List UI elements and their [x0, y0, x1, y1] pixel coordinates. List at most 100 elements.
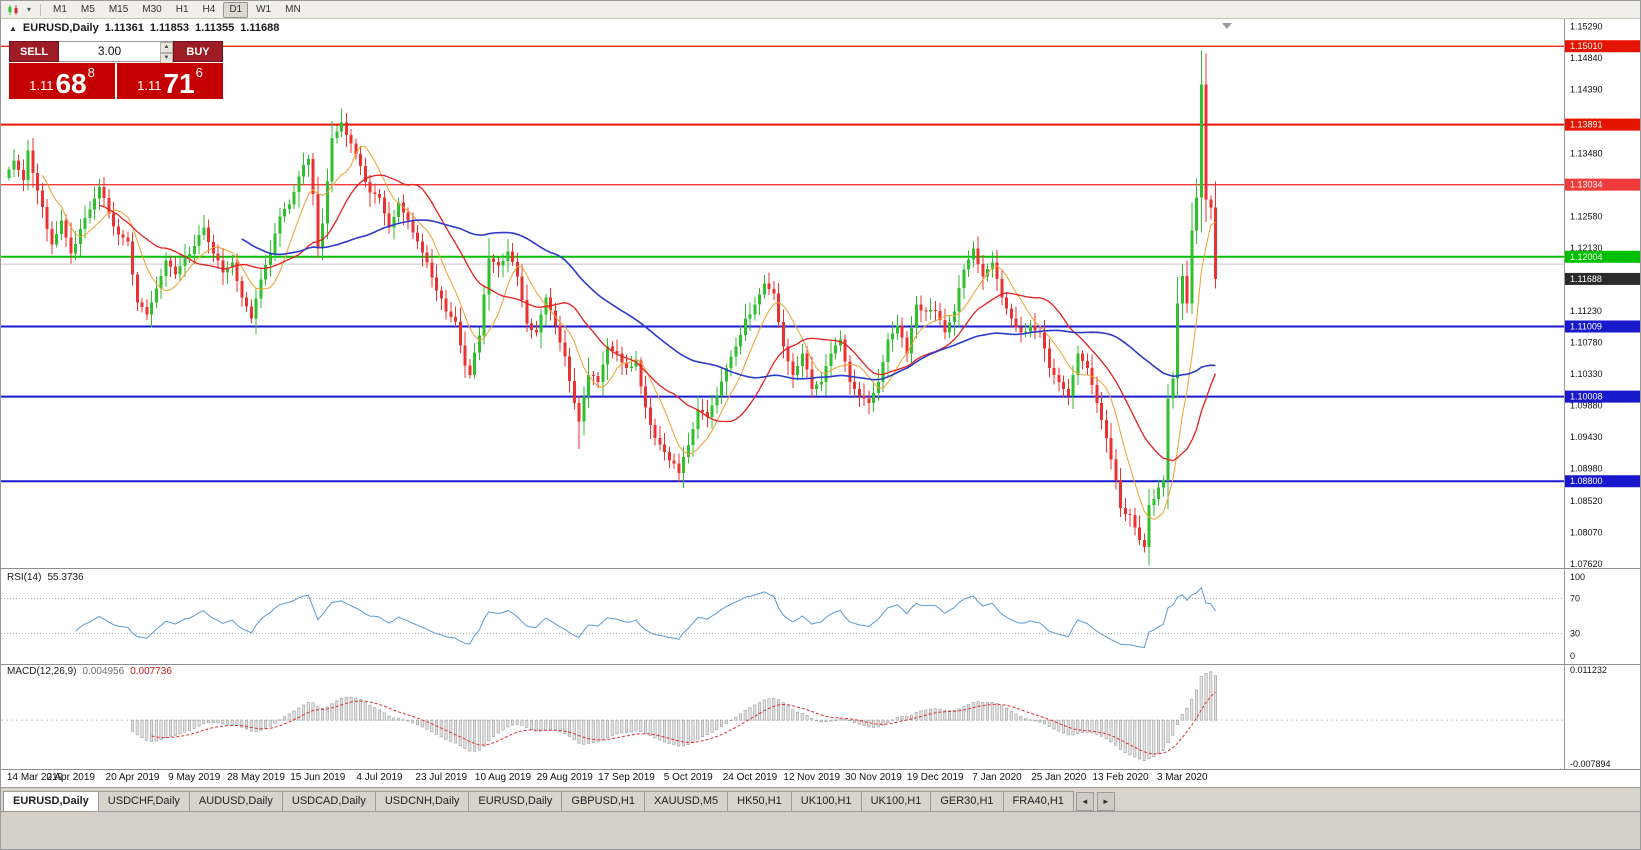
ma-20-line	[99, 174, 1217, 462]
tabs-scroll-right-button[interactable]: ►	[1096, 792, 1115, 811]
level-lines-layer	[1, 45, 1564, 483]
chart-canvas[interactable]: 1.152901.148401.143901.139301.134801.125…	[1, 19, 1641, 769]
price-tick: 1.10780	[1570, 338, 1603, 348]
tab-ger30-h1[interactable]: GER30,H1	[930, 791, 1004, 811]
price-level-label: 1.13891	[1570, 120, 1603, 130]
date-label: 5 Oct 2019	[663, 772, 713, 783]
rsi-pane: 100 70 30 0	[1, 572, 1585, 661]
sell-price-main: 68	[55, 68, 87, 99]
timeframe-m30-button[interactable]: M30	[142, 3, 162, 15]
rsi-scale-label: 100	[1570, 572, 1585, 582]
time-axis[interactable]: 14 Mar 2019 2 Apr 2019 20 Apr 2019 9 May 20…	[1, 769, 1640, 787]
tab-hk50-h1[interactable]: HK50,H1	[727, 791, 792, 811]
date-label: 28 May 2019	[227, 772, 285, 783]
price-tick: 1.13480	[1570, 148, 1603, 158]
buy-button[interactable]: BUY	[173, 41, 223, 62]
macd-min-label: -0.007894	[1570, 759, 1611, 769]
timeframe-m15-button[interactable]: M15	[108, 3, 129, 15]
tab-xauusd-m5[interactable]: XAUUSD,M5	[643, 791, 729, 811]
collapse-icon[interactable]: ▲	[9, 23, 17, 33]
tab-usdchf-daily[interactable]: USDCHF,Daily	[97, 791, 190, 811]
window-filler	[1, 811, 1640, 849]
macd-label: MACD(12,26,9) 0.004956 0.007736	[7, 666, 172, 677]
timeframe-m5-button[interactable]: M5	[80, 3, 95, 15]
date-label: 14 Mar 2019	[6, 772, 64, 783]
price-level-label: 1.12004	[1570, 252, 1603, 262]
price-tick: 1.14840	[1570, 53, 1603, 63]
candles-layer	[7, 50, 1217, 566]
tab-uk100-h1[interactable]: UK100,H1	[860, 791, 932, 811]
price-tick: 1.09430	[1570, 432, 1603, 442]
ohlc-header: ▲ EURUSD,Daily 1.11361 1.11853 1.11355 1…	[9, 22, 279, 34]
date-label: 2 Apr 2019	[46, 772, 95, 783]
tabs-scroll-left-button[interactable]: ◄	[1075, 792, 1094, 811]
tab-usdcnh-daily[interactable]: USDCNH,Daily	[374, 791, 470, 811]
timeframe-m1-button[interactable]: M1	[53, 3, 67, 15]
timeframe-h1-button[interactable]: H1	[175, 3, 189, 15]
price-tick: 1.09880	[1570, 401, 1603, 411]
macd-name: MACD(12,26,9)	[7, 666, 77, 677]
tab-fra40-h1[interactable]: FRA40,H1	[1002, 791, 1074, 811]
price-tick: 1.14390	[1570, 85, 1603, 95]
volume-input[interactable]: 3.00	[97, 44, 122, 58]
date-label: 9 May 2019	[168, 772, 221, 783]
volume-up-button[interactable]: ▲	[160, 42, 173, 53]
price-level-label: 1.15010	[1570, 41, 1603, 51]
current-price-label: 1.11688	[1570, 274, 1602, 284]
sell-price-prefix: 1.11	[29, 78, 54, 93]
sell-price-display[interactable]: 1.11 68 8	[9, 63, 115, 99]
high-value: 1.11853	[149, 22, 190, 34]
timeframe-h4-button[interactable]: H4	[202, 3, 216, 15]
macd-signal-value: 0.007736	[130, 666, 172, 677]
timeframe-w1-button[interactable]: W1	[256, 3, 272, 15]
timeframe-d1-button[interactable]: D1	[223, 1, 249, 18]
date-label: 29 Aug 2019	[536, 772, 593, 783]
date-label: 24 Oct 2019	[722, 772, 778, 783]
close-value: 1.11688	[240, 22, 280, 34]
price-level-label: 1.11009	[1570, 321, 1602, 331]
buy-price-main: 71	[163, 68, 195, 99]
open-value: 1.11361	[104, 22, 144, 34]
rsi-label: RSI(14) 55.3736	[7, 572, 84, 583]
chart-type-icon[interactable]	[5, 3, 23, 17]
rsi-scale-label: 30	[1570, 629, 1580, 639]
chart-type-caret-icon[interactable]: ▾	[26, 5, 31, 14]
price-level-label: 1.10008	[1570, 392, 1603, 402]
tab-eurusd-daily[interactable]: EURUSD,Daily	[3, 791, 99, 811]
date-label: 7 Jan 2020	[972, 772, 1022, 783]
date-label: 25 Jan 2020	[1031, 772, 1087, 783]
chart-tab-bar: EURUSD,Daily USDCHF,Daily AUDUSD,Daily USDC…	[1, 787, 1640, 811]
price-tick: 1.08070	[1570, 527, 1603, 537]
date-label: 19 Dec 2019	[906, 772, 964, 783]
tab-usdcad-daily[interactable]: USDCAD,Daily	[281, 791, 376, 811]
price-tick: 1.12130	[1570, 243, 1603, 253]
toolbar-separator	[40, 3, 41, 16]
rsi-line	[75, 586, 1216, 648]
date-label: 30 Nov 2019	[845, 772, 902, 783]
date-label: 12 Nov 2019	[783, 772, 841, 783]
price-tick: 1.08980	[1570, 464, 1603, 474]
price-tick: 1.11230	[1570, 306, 1602, 316]
price-tick: 1.15290	[1570, 22, 1603, 32]
date-label: 10 Aug 2019	[474, 772, 532, 783]
sell-button[interactable]: SELL	[9, 41, 59, 62]
timeframe-mn-button[interactable]: MN	[285, 3, 301, 15]
chart-shift-icon[interactable]	[1222, 23, 1232, 29]
buy-price-display[interactable]: 1.11 71 6	[117, 63, 223, 99]
tab-eurusd-daily[interactable]: EURUSD,Daily	[468, 791, 563, 811]
tab-audusd-daily[interactable]: AUDUSD,Daily	[188, 791, 283, 811]
price-axis[interactable]: 1.152901.148401.143901.139301.134801.125…	[1, 19, 1641, 769]
chart-area: ▲ EURUSD,Daily 1.11361 1.11853 1.11355 1…	[1, 19, 1641, 769]
tab-gbpusd-h1[interactable]: GBPUSD,H1	[561, 791, 645, 811]
low-value: 1.11355	[195, 22, 235, 34]
price-tick: 1.07620	[1570, 559, 1603, 569]
tab-uk100-h1[interactable]: UK100,H1	[790, 791, 862, 811]
price-tick: 1.12580	[1570, 211, 1603, 221]
rsi-scale-label: 0	[1570, 651, 1575, 661]
rsi-name: RSI(14)	[7, 572, 42, 583]
symbol-period-label: EURUSD,Daily	[22, 22, 99, 34]
rsi-value: 55.3736	[47, 572, 84, 583]
date-label: 4 Jul 2019	[356, 772, 403, 783]
macd-main-value: 0.004956	[82, 666, 125, 677]
